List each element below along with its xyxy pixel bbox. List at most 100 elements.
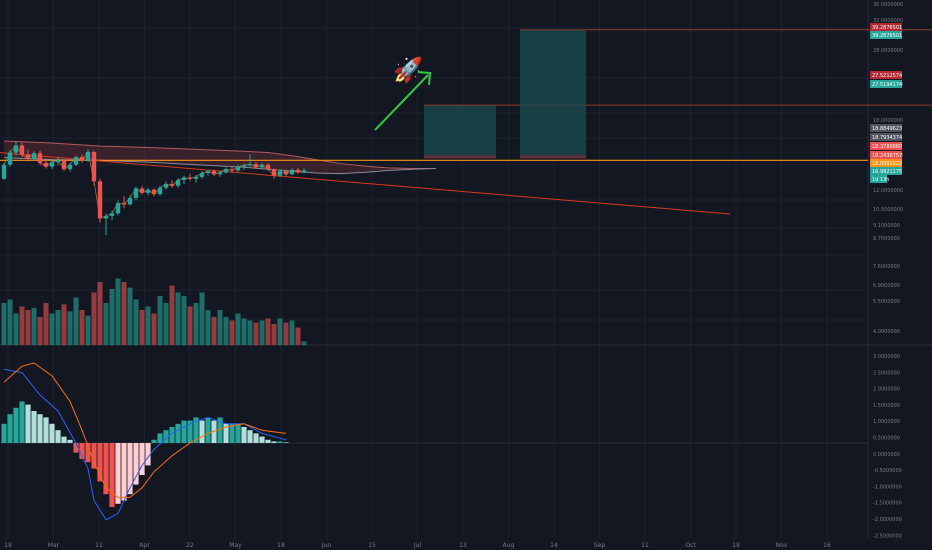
x-axis-tick-label: 18 [277, 542, 285, 549]
price-label-text: 18.7934374 [872, 135, 902, 141]
stop-zone [424, 155, 496, 159]
volume-bar [211, 317, 217, 345]
volume-bar [199, 292, 205, 345]
macd-histogram-bar [259, 436, 265, 443]
annotation-layer: 🚀 [393, 56, 423, 84]
volume-bar [61, 304, 67, 345]
price-axis-tick-label: 18.0000000 [873, 118, 903, 124]
volume-bar [133, 299, 139, 345]
candle-body [235, 166, 241, 171]
volume-bar [235, 313, 241, 345]
price-axis-tick-label: 12.0000000 [873, 188, 903, 194]
macd-histogram-bar [37, 414, 43, 443]
price-label-box [870, 80, 902, 88]
price-label-box [870, 133, 902, 141]
macd-histogram-bar [109, 443, 115, 507]
price-label-box [870, 31, 902, 39]
macd-axis-tick-label: 3.0000000 [873, 354, 900, 360]
candle-body [217, 172, 223, 175]
candles-layer [1, 141, 307, 236]
macd-histogram-bar [97, 443, 103, 482]
price-axis-tick-label: 5.5000000 [873, 299, 900, 305]
volume-bar [109, 289, 115, 345]
macd-histogram-bar [181, 420, 187, 443]
volume-bar [127, 287, 133, 345]
macd-histogram-bar [145, 443, 151, 466]
macd-histogram-bar [61, 436, 67, 443]
x-axis-tick-label: Jun [321, 542, 332, 549]
macd-histogram-bar [55, 430, 61, 443]
price-axis-tick-label: 7.6000000 [873, 264, 900, 270]
candle-body [91, 151, 97, 182]
price-label-text: 18.2436757 [872, 153, 902, 159]
candle-body [145, 189, 151, 193]
volume-bar [97, 282, 103, 345]
volume-bar [187, 306, 193, 345]
x-axis-tick-label: Aug [503, 542, 515, 549]
price-label-text: 39.2876501 [872, 33, 902, 39]
macd-histogram-bar [19, 401, 25, 443]
candle-body [205, 171, 211, 174]
candle-body [223, 169, 229, 173]
volume-bar [301, 341, 307, 345]
volume-bar [139, 310, 145, 345]
arrow-head [417, 71, 432, 86]
x-axis-tick-label: 19 [732, 542, 740, 549]
candle-body [193, 176, 199, 179]
macd-histogram-bar [85, 443, 91, 463]
volume-bar [115, 278, 121, 345]
price-axis-tick-label: 10.5000000 [873, 207, 903, 213]
volume-bar [79, 310, 85, 345]
target-zones-layer [424, 29, 932, 159]
candle-body [151, 189, 157, 195]
volume-bar [145, 306, 151, 345]
candle-body [181, 177, 187, 181]
signal-line [3, 362, 287, 498]
macd-histogram-bar [211, 420, 217, 443]
candle-body [37, 153, 43, 163]
macd-histogram-bar [115, 443, 121, 504]
macd-histogram-bar [73, 443, 79, 453]
candle-body [61, 160, 67, 170]
price-label-box [870, 124, 902, 132]
volume-bar [289, 320, 295, 345]
macd-histogram-bar [127, 443, 133, 495]
macd-histogram-bar [1, 423, 7, 443]
price-axis-tick-label: 4.0000000 [873, 329, 900, 335]
candle-body [241, 165, 247, 167]
x-axis-tick-label: 11 [95, 542, 103, 549]
candle-body [127, 198, 133, 205]
cloud-span-a [3, 140, 436, 170]
macd-histogram-bar [229, 423, 235, 443]
price-label-text: 27.5194174 [872, 82, 902, 88]
candle-body [31, 153, 37, 159]
macd-histogram-bar [163, 430, 169, 443]
candle-body [25, 154, 31, 159]
volume-layer [1, 278, 307, 345]
volume-bar [205, 310, 211, 345]
candle-body [19, 145, 25, 155]
macd-histogram-bar [139, 443, 145, 475]
x-axis-tick-label: 13 [459, 542, 467, 549]
volume-bar [277, 318, 283, 345]
candle-body [7, 152, 13, 165]
candle-body [295, 169, 301, 173]
candle-body [271, 169, 277, 176]
volume-bar [217, 310, 223, 345]
volume-bar [265, 318, 271, 345]
macd-axis-tick-label: -2.0000000 [873, 517, 902, 523]
macd-histogram-bar [121, 443, 127, 501]
macd-histogram-bar [193, 417, 199, 443]
volume-bar [85, 315, 91, 345]
candle-body [277, 171, 283, 176]
price-label-text: 18.0591622 [872, 161, 902, 167]
x-axis-tick-label: Jul [413, 542, 422, 549]
candle-body [97, 181, 103, 219]
price-label-box [870, 175, 887, 183]
volume-bar [67, 311, 73, 345]
price-axis-tick-label: 36.0000000 [873, 2, 903, 8]
volume-bar [181, 296, 187, 345]
volume-bar [43, 303, 49, 345]
